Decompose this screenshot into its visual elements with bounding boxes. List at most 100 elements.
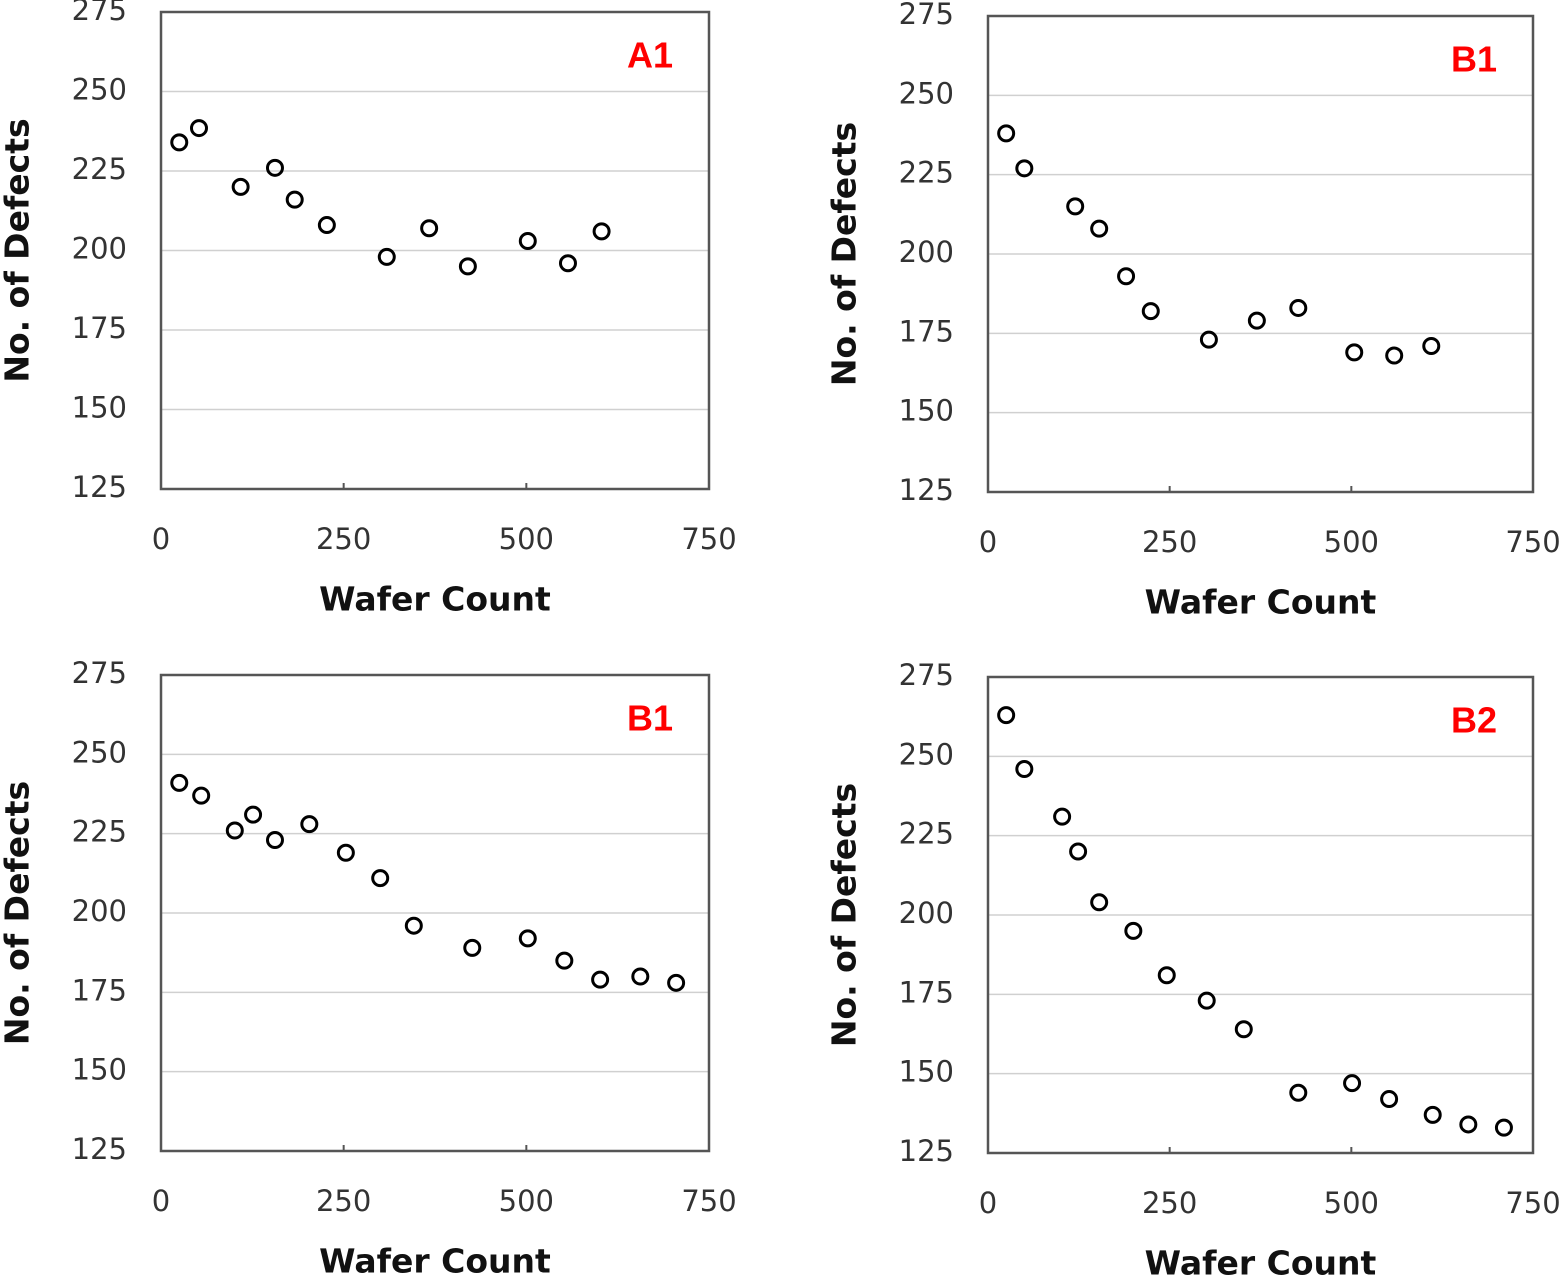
point bbox=[1494, 1118, 1513, 1137]
plot-frame bbox=[986, 675, 1535, 1155]
x-tick-label: 0 bbox=[152, 522, 170, 556]
panel-label: B1 bbox=[1451, 39, 1497, 80]
point bbox=[1069, 842, 1088, 861]
x-axis-title: Wafer Count bbox=[1145, 583, 1377, 622]
plot-frame bbox=[159, 10, 711, 491]
x-tick-label: 0 bbox=[152, 1184, 170, 1218]
point bbox=[371, 869, 390, 888]
x-tick-label: 0 bbox=[979, 1186, 997, 1220]
point bbox=[591, 970, 610, 989]
y-tick-label: 225 bbox=[72, 815, 127, 849]
point bbox=[1380, 1090, 1399, 1109]
y-axis-title: No. of Defects bbox=[0, 781, 37, 1045]
point bbox=[336, 843, 355, 862]
point bbox=[1090, 893, 1109, 912]
point bbox=[231, 177, 250, 196]
point bbox=[189, 119, 208, 138]
y-tick-label: 275 bbox=[899, 0, 954, 31]
y-axis-title: No. of Defects bbox=[825, 783, 864, 1047]
point bbox=[1015, 159, 1034, 178]
point bbox=[1459, 1115, 1478, 1134]
point bbox=[997, 124, 1016, 143]
y-tick-label: 275 bbox=[899, 658, 954, 692]
y-tick-label: 150 bbox=[72, 391, 127, 425]
y-tick-label: 150 bbox=[899, 394, 954, 428]
point bbox=[377, 247, 396, 266]
point bbox=[1124, 921, 1143, 940]
point bbox=[1289, 298, 1308, 317]
y-tick-label: 175 bbox=[72, 973, 127, 1007]
point bbox=[1423, 1105, 1442, 1124]
point bbox=[458, 257, 477, 276]
y-tick-label: 200 bbox=[72, 894, 127, 928]
point bbox=[1117, 267, 1136, 286]
point bbox=[1343, 1074, 1362, 1093]
point bbox=[558, 254, 577, 273]
y-tick-label: 250 bbox=[899, 737, 954, 771]
x-tick-label: 500 bbox=[1324, 525, 1379, 559]
y-tick-label: 275 bbox=[72, 656, 127, 690]
point bbox=[265, 831, 284, 850]
x-tick-label: 250 bbox=[316, 1184, 371, 1218]
point bbox=[1157, 966, 1176, 985]
point bbox=[997, 706, 1016, 725]
y-tick-label: 125 bbox=[72, 470, 127, 504]
point bbox=[463, 938, 482, 957]
point bbox=[1422, 337, 1441, 356]
x-tick-label: 500 bbox=[499, 522, 554, 556]
y-tick-label: 225 bbox=[72, 152, 127, 186]
point bbox=[1053, 807, 1072, 826]
x-axis-title: Wafer Count bbox=[319, 580, 551, 619]
point bbox=[1199, 330, 1218, 349]
y-tick-label: 200 bbox=[72, 232, 127, 266]
y-tick-label: 250 bbox=[72, 73, 127, 107]
point bbox=[1090, 219, 1109, 238]
point bbox=[265, 158, 284, 177]
x-tick-label: 500 bbox=[1324, 1186, 1379, 1220]
x-tick-label: 250 bbox=[316, 522, 371, 556]
point bbox=[1345, 343, 1364, 362]
plot-frame bbox=[986, 14, 1535, 494]
point bbox=[1247, 311, 1266, 330]
y-tick-label: 175 bbox=[899, 314, 954, 348]
y-axis-title: No. of Defects bbox=[825, 122, 864, 386]
y-tick-label: 250 bbox=[72, 735, 127, 769]
point bbox=[170, 773, 189, 792]
point bbox=[518, 231, 537, 250]
y-tick-label: 125 bbox=[899, 1134, 954, 1168]
point bbox=[285, 190, 304, 209]
x-tick-label: 0 bbox=[979, 525, 997, 559]
panel-label: B1 bbox=[627, 698, 673, 739]
point bbox=[244, 805, 263, 824]
point bbox=[300, 815, 319, 834]
y-tick-label: 125 bbox=[899, 473, 954, 507]
point bbox=[631, 967, 650, 986]
point bbox=[317, 216, 336, 235]
x-tick-label: 750 bbox=[1505, 525, 1560, 559]
y-tick-label: 150 bbox=[899, 1055, 954, 1089]
y-tick-label: 175 bbox=[899, 975, 954, 1009]
point bbox=[404, 916, 423, 935]
x-tick-label: 500 bbox=[499, 1184, 554, 1218]
point bbox=[1015, 760, 1034, 779]
point bbox=[1289, 1083, 1308, 1102]
x-tick-label: 750 bbox=[1505, 1186, 1560, 1220]
point bbox=[667, 973, 686, 992]
y-tick-label: 225 bbox=[899, 156, 954, 190]
y-tick-label: 150 bbox=[72, 1053, 127, 1087]
point bbox=[1197, 991, 1216, 1010]
point bbox=[1141, 302, 1160, 321]
x-tick-label: 250 bbox=[1142, 1186, 1197, 1220]
point bbox=[1066, 197, 1085, 216]
x-tick-label: 750 bbox=[681, 522, 736, 556]
y-tick-label: 275 bbox=[72, 0, 127, 27]
panel-label: A1 bbox=[627, 35, 673, 76]
x-axis-title: Wafer Count bbox=[1145, 1244, 1377, 1279]
point bbox=[518, 929, 537, 948]
y-axis-title: No. of Defects bbox=[0, 118, 37, 382]
y-tick-label: 200 bbox=[899, 235, 954, 269]
point bbox=[1385, 346, 1404, 365]
point bbox=[592, 222, 611, 241]
point bbox=[420, 219, 439, 238]
